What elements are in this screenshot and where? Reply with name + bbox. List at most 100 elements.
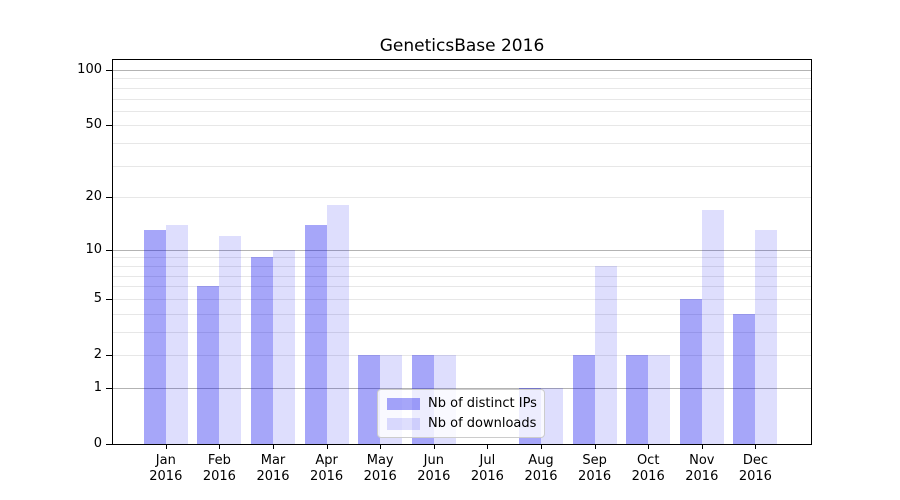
gridline-minor <box>113 197 811 199</box>
y-tick-label: 50 <box>85 117 102 133</box>
bars-layer <box>113 60 811 444</box>
x-tick-label-apr: Apr 2016 <box>297 453 357 485</box>
legend-swatch-distinct-ips <box>387 397 420 410</box>
x-tick-year: 2016 <box>363 469 397 484</box>
bar-downloads-feb <box>219 236 242 444</box>
bar-downloads-sep <box>594 265 617 444</box>
y-tick <box>106 444 112 445</box>
legend: Nb of distinct IPs Nb of downloads <box>377 389 545 438</box>
x-tick <box>165 445 167 449</box>
x-tick-month: Mar <box>260 453 286 468</box>
y-tick <box>106 249 112 251</box>
y-tick <box>106 298 112 300</box>
bar-downloads-mar <box>273 249 295 444</box>
legend-label-distinct-ips: Nb of distinct IPs <box>428 396 537 411</box>
x-tick-year: 2016 <box>578 469 612 484</box>
gridline-minor <box>113 87 811 89</box>
y-tick <box>106 355 112 356</box>
gridline-minor <box>113 257 811 259</box>
gridline-minor <box>113 110 811 112</box>
bar-downloads-nov <box>701 209 724 444</box>
x-tick-month: Dec <box>742 453 768 468</box>
x-tick-year: 2016 <box>524 469 558 484</box>
bar-distinct-ips-feb <box>197 286 220 444</box>
x-tick-month: Feb <box>207 453 231 468</box>
gridline-minor <box>113 78 811 80</box>
legend-item-distinct-ips: Nb of distinct IPs <box>387 396 537 411</box>
x-tick-label-jan: Jan 2016 <box>136 453 196 485</box>
bar-distinct-ips-oct <box>626 355 649 444</box>
x-tick-month: Apr <box>315 453 338 468</box>
x-tick-month: Aug <box>528 453 554 468</box>
y-tick-label: 100 <box>77 62 102 77</box>
y-tick-label: 5 <box>93 290 102 306</box>
x-tick-year: 2016 <box>685 469 719 484</box>
bar-distinct-ips-may <box>358 355 381 444</box>
bar-downloads-aug <box>541 387 563 444</box>
y-tick-label: 2 <box>93 347 102 362</box>
bar-distinct-ips-jan <box>143 230 166 444</box>
bar-distinct-ips-mar <box>251 257 273 444</box>
x-tick <box>433 445 435 449</box>
gridline-minor <box>113 265 811 267</box>
gridline-minor <box>113 125 811 127</box>
x-tick <box>701 445 703 449</box>
x-tick-month: Jun <box>423 453 444 468</box>
bar-distinct-ips-sep <box>572 355 595 444</box>
gridline-major <box>113 387 811 389</box>
gridline-major <box>113 249 811 251</box>
chart-title: GeneticsBase 2016 <box>379 36 545 56</box>
gridline-minor <box>113 165 811 167</box>
x-tick-year: 2016 <box>470 469 504 484</box>
x-tick <box>487 445 489 449</box>
x-tick <box>755 445 757 449</box>
x-tick-year: 2016 <box>738 469 772 484</box>
gridline-major <box>113 70 811 71</box>
x-tick-year: 2016 <box>149 469 183 484</box>
x-tick <box>326 445 328 449</box>
bar-distinct-ips-apr <box>304 224 327 444</box>
x-tick-label-dec: Dec 2016 <box>725 453 785 485</box>
bar-distinct-ips-nov <box>679 298 702 444</box>
x-tick <box>594 445 596 449</box>
legend-swatch-downloads <box>387 417 420 430</box>
y-tick-label: 1 <box>93 379 102 395</box>
gridline-minor <box>113 355 811 356</box>
x-tick-month: Nov <box>689 453 715 468</box>
x-tick-year: 2016 <box>417 469 451 484</box>
x-tick <box>219 445 221 449</box>
x-tick-month: Sep <box>582 453 607 468</box>
x-tick <box>541 445 542 449</box>
x-tick-label-sep: Sep 2016 <box>565 453 625 485</box>
x-tick-label-aug: Aug 2016 <box>511 453 571 485</box>
x-tick-year: 2016 <box>256 469 290 484</box>
gridline-minor <box>113 313 811 315</box>
x-tick-year: 2016 <box>631 469 665 484</box>
y-tick <box>106 387 112 389</box>
x-tick-month: Jan <box>155 453 176 468</box>
x-tick-year: 2016 <box>310 469 344 484</box>
gridline-minor <box>113 275 811 277</box>
gridline-minor <box>113 286 811 288</box>
bar-distinct-ips-dec <box>733 313 756 444</box>
x-tick-label-jun: Jun 2016 <box>404 453 464 485</box>
x-tick-label-mar: Mar 2016 <box>243 453 303 485</box>
gridline-minor <box>113 298 811 300</box>
x-tick-label-oct: Oct 2016 <box>618 453 678 485</box>
x-tick-label-jul: Jul 2016 <box>457 453 517 485</box>
bar-downloads-dec <box>755 230 778 444</box>
x-tick-month: Oct <box>636 453 660 468</box>
bar-downloads-jan <box>165 224 188 444</box>
bar-downloads-apr <box>326 205 349 444</box>
bar-downloads-oct <box>648 355 671 444</box>
gridlines-layer <box>113 60 811 444</box>
x-tick-label-feb: Feb 2016 <box>189 453 249 485</box>
x-tick <box>273 445 274 449</box>
gridline-minor <box>113 143 811 145</box>
x-tick <box>648 445 650 449</box>
x-tick-label-nov: Nov 2016 <box>672 453 732 485</box>
gridline-minor <box>113 331 811 333</box>
x-tick-label-may: May 2016 <box>350 453 410 485</box>
y-tick-label: 0 <box>93 436 102 451</box>
